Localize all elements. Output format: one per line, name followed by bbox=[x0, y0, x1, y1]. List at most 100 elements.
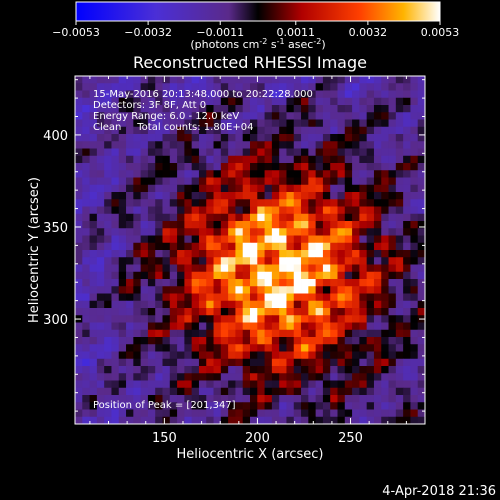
heatmap-cell bbox=[257, 112, 265, 120]
heatmap-cell bbox=[133, 242, 142, 251]
heatmap-cell bbox=[177, 286, 185, 294]
heatmap-cell bbox=[155, 322, 163, 331]
heatmap-cell bbox=[162, 221, 171, 229]
heatmap-cell bbox=[301, 242, 309, 251]
heatmap-cell bbox=[359, 97, 368, 106]
heatmap-cell bbox=[111, 206, 120, 215]
heatmap-cell bbox=[228, 286, 236, 294]
heatmap-cell bbox=[75, 286, 83, 294]
heatmap-cell bbox=[220, 126, 229, 135]
heatmap-cell bbox=[344, 358, 353, 367]
heatmap-cell bbox=[162, 286, 171, 294]
heatmap-cell bbox=[410, 322, 419, 331]
heatmap-cell bbox=[198, 416, 207, 424]
heatmap-cell bbox=[359, 155, 368, 164]
heatmap-cell bbox=[250, 366, 258, 374]
heatmap-cell bbox=[388, 409, 397, 418]
heatmap-cell bbox=[235, 83, 244, 91]
heatmap-cell bbox=[250, 395, 258, 403]
heatmap-cell bbox=[184, 199, 193, 207]
heatmap-cell bbox=[257, 293, 265, 302]
heatmap-cell bbox=[242, 112, 251, 120]
heatmap-cell bbox=[373, 141, 382, 149]
heatmap-cell bbox=[140, 402, 149, 410]
heatmap-cell bbox=[104, 184, 112, 193]
heatmap-cell bbox=[257, 148, 265, 157]
heatmap-cell bbox=[140, 351, 149, 360]
heatmap-cell bbox=[330, 366, 338, 374]
colorbar-tick-label: −0.0011 bbox=[196, 26, 244, 39]
heatmap-cell bbox=[242, 315, 251, 323]
heatmap-cell bbox=[279, 402, 287, 410]
heatmap-cell bbox=[257, 351, 265, 360]
heatmap-cell bbox=[308, 83, 317, 91]
heatmap-cell bbox=[140, 322, 149, 331]
heatmap-cell bbox=[373, 184, 382, 193]
heatmap-cell bbox=[257, 105, 265, 113]
heatmap-cell bbox=[198, 242, 207, 251]
heatmap-cell bbox=[75, 337, 83, 345]
heatmap-cell bbox=[257, 257, 265, 265]
heatmap-cell bbox=[235, 192, 244, 200]
heatmap-cell bbox=[257, 155, 265, 164]
heatmap-cell bbox=[235, 206, 244, 215]
heatmap-cell bbox=[410, 221, 419, 229]
heatmap-cell bbox=[184, 83, 193, 91]
heatmap-cell bbox=[177, 366, 185, 374]
heatmap-cell bbox=[184, 271, 193, 280]
heatmap-cell bbox=[111, 141, 120, 149]
heatmap-cell bbox=[308, 329, 317, 338]
heatmap-cell bbox=[322, 337, 331, 345]
y-tick-label: 400 bbox=[43, 129, 68, 144]
heatmap-cell bbox=[140, 119, 149, 128]
heatmap-cell bbox=[410, 163, 419, 171]
heatmap-cell bbox=[381, 358, 389, 367]
heatmap-cell bbox=[104, 126, 112, 135]
heatmap-cell bbox=[89, 97, 98, 106]
heatmap-cell bbox=[198, 344, 207, 352]
heatmap-cell bbox=[96, 300, 105, 309]
heatmap-cell bbox=[169, 257, 178, 265]
heatmap-cell bbox=[213, 329, 222, 338]
heatmap-cell bbox=[286, 308, 295, 316]
heatmap-cell bbox=[75, 90, 83, 99]
heatmap-cell bbox=[264, 344, 273, 352]
heatmap-cell bbox=[293, 416, 302, 424]
heatmap-cell bbox=[381, 206, 389, 215]
heatmap-cell bbox=[111, 250, 120, 258]
heatmap-cell bbox=[169, 387, 178, 396]
heatmap-cell bbox=[235, 112, 244, 120]
heatmap-cell bbox=[75, 155, 83, 164]
heatmap-cell bbox=[315, 242, 324, 251]
heatmap-cell bbox=[118, 387, 127, 396]
heatmap-cell bbox=[271, 105, 280, 113]
heatmap-cell bbox=[140, 206, 149, 215]
heatmap-cell bbox=[220, 119, 229, 128]
heatmap-cell bbox=[206, 170, 214, 178]
heatmap-cell bbox=[111, 221, 120, 229]
heatmap-cell bbox=[155, 221, 163, 229]
heatmap-cell bbox=[235, 395, 244, 403]
heatmap-cell bbox=[344, 315, 353, 323]
heatmap-cell bbox=[162, 329, 171, 338]
heatmap-cell bbox=[82, 235, 90, 244]
heatmap-cell bbox=[104, 366, 112, 374]
heatmap-cell bbox=[96, 155, 105, 164]
heatmap-cell bbox=[337, 315, 346, 323]
heatmap-cell bbox=[271, 155, 280, 164]
heatmap-cell bbox=[177, 409, 185, 418]
heatmap-cell bbox=[293, 293, 302, 302]
heatmap-cell bbox=[271, 300, 280, 309]
heatmap-cell bbox=[344, 373, 353, 381]
heatmap-cell bbox=[308, 308, 317, 316]
heatmap-cell bbox=[410, 126, 419, 135]
heatmap-cell bbox=[191, 155, 200, 164]
heatmap-cell bbox=[337, 126, 346, 135]
heatmap-cell bbox=[111, 380, 120, 389]
heatmap-cell bbox=[359, 206, 368, 215]
heatmap-cell bbox=[395, 134, 404, 142]
heatmap-cell bbox=[147, 351, 156, 360]
heatmap-cell bbox=[242, 395, 251, 403]
heatmap-cell bbox=[366, 366, 375, 374]
heatmap-cell bbox=[155, 184, 163, 193]
